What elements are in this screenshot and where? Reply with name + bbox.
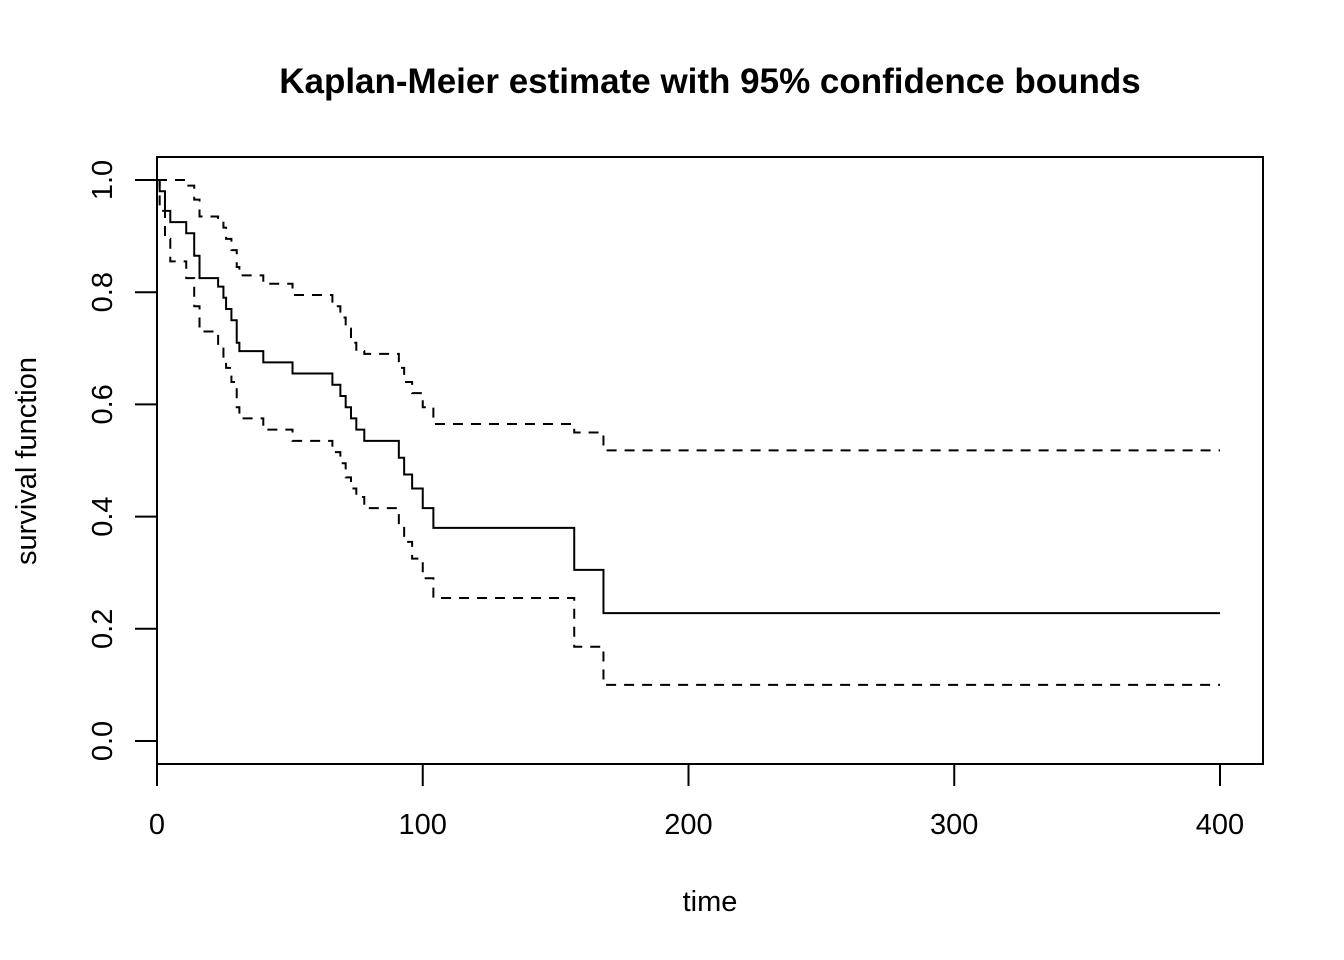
series-layer: [157, 179, 1220, 686]
y-axis-label: survival function: [11, 357, 43, 565]
y-axis: 0.0 0.2 0.4 0.6 0.8 1.0: [87, 160, 158, 761]
y-tick-label: 1.0: [87, 160, 119, 200]
y-tick-label: 0.8: [87, 272, 119, 312]
survival-estimate-line: [157, 179, 1220, 615]
lower-confidence-bound-line: [157, 179, 1220, 686]
x-axis: 0 100 200 300 400: [149, 763, 1244, 841]
x-tick-label: 400: [1196, 809, 1244, 841]
x-tick-label: 100: [399, 809, 447, 841]
y-tick-label: 0.2: [87, 609, 119, 649]
x-tick-label: 200: [664, 809, 712, 841]
upper-confidence-bound-line: [157, 179, 1220, 452]
y-tick-label: 0.6: [87, 384, 119, 424]
chart-title: Kaplan-Meier estimate with 95% confidenc…: [279, 62, 1141, 101]
x-tick-label: 300: [930, 809, 978, 841]
x-axis-label: time: [683, 886, 738, 918]
y-tick-label: 0.0: [87, 721, 119, 761]
plot-frame: [156, 156, 1264, 765]
x-tick-label: 0: [149, 809, 165, 841]
y-tick-label: 0.4: [87, 496, 119, 536]
